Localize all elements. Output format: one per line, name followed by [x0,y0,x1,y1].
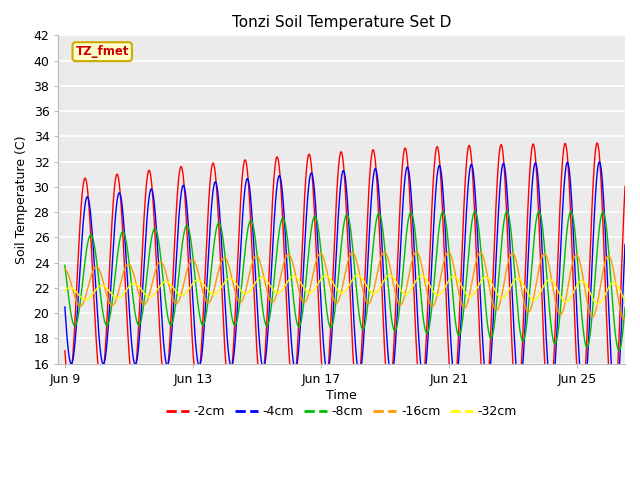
-2cm [61,348,68,354]
-32cm [273,290,280,296]
-2cm [609,416,617,422]
Line: -2cm: -2cm [65,143,625,419]
-16cm [621,317,628,323]
-16cm [621,316,629,322]
-32cm [221,279,228,285]
Y-axis label: Soil Temperature (C): Soil Temperature (C) [15,135,28,264]
-32cm [61,288,68,293]
-8cm [436,217,444,223]
-16cm [436,276,444,281]
-2cm [109,199,117,205]
-2cm [436,166,444,171]
-4cm [263,345,271,351]
Line: -32cm: -32cm [65,275,625,304]
-32cm [109,293,117,299]
-2cm [221,344,228,349]
-8cm [273,250,280,256]
-32cm [594,301,602,307]
-2cm [621,184,629,190]
-4cm [273,185,280,191]
-8cm [503,208,511,214]
-8cm [263,323,271,329]
-8cm [109,290,117,296]
-16cm [109,302,117,308]
-32cm [436,291,444,297]
Line: -4cm: -4cm [65,162,625,400]
-4cm [109,244,117,250]
-2cm [593,140,601,146]
-2cm [273,154,280,160]
-32cm [621,298,629,304]
-8cm [61,263,68,268]
-4cm [61,304,68,310]
-32cm [317,276,324,282]
-16cm [412,249,420,255]
-16cm [61,266,68,272]
Line: -8cm: -8cm [65,211,625,350]
-4cm [595,159,603,165]
Text: TZ_fmet: TZ_fmet [76,45,129,58]
-2cm [263,321,271,327]
Line: -16cm: -16cm [65,252,625,320]
-4cm [621,241,629,247]
X-axis label: Time: Time [326,388,357,402]
Title: Tonzi Soil Temperature Set D: Tonzi Soil Temperature Set D [232,15,451,30]
-16cm [317,251,324,256]
-8cm [221,250,228,255]
-32cm [263,278,271,284]
-2cm [317,347,324,352]
-16cm [263,287,271,292]
-4cm [436,164,444,170]
-8cm [621,304,629,310]
-16cm [221,255,228,261]
Legend: -2cm, -4cm, -8cm, -16cm, -32cm: -2cm, -4cm, -8cm, -16cm, -32cm [161,400,522,423]
-32cm [354,272,362,278]
-4cm [221,295,228,301]
-4cm [317,296,324,302]
-4cm [611,397,619,403]
-8cm [317,246,324,252]
-8cm [615,348,623,353]
-16cm [273,291,280,297]
